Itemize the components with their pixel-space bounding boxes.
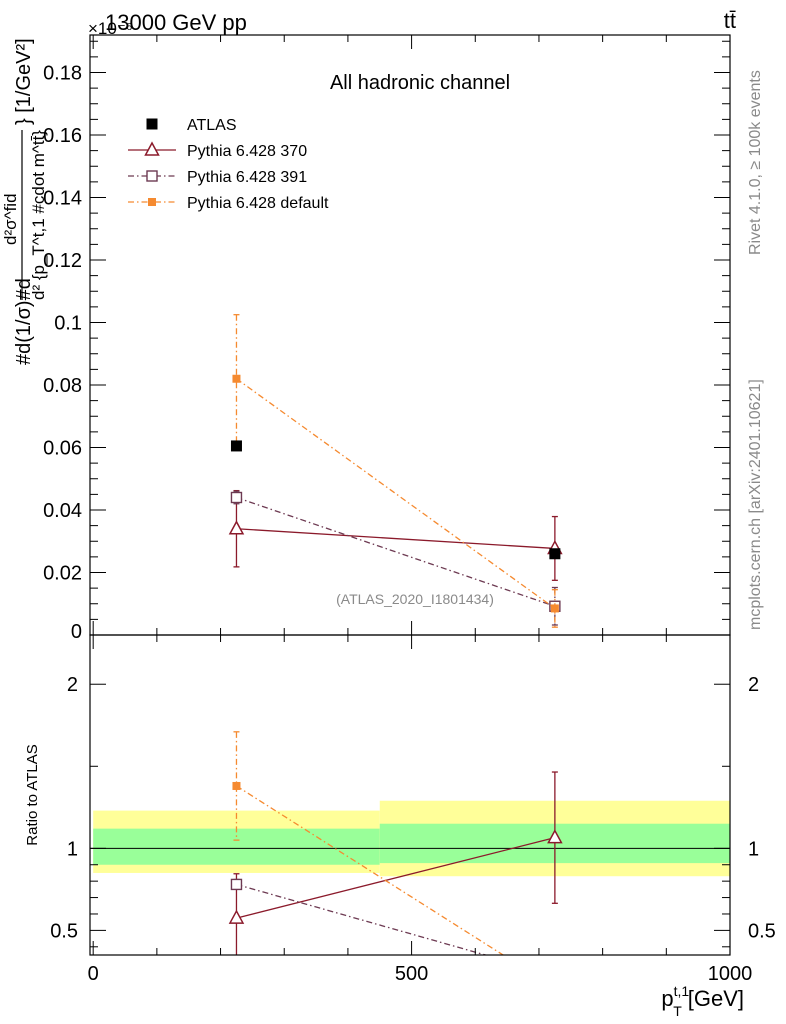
y-axis-title-denominator: d² {p_T^t,1 #cdot m^tt̄} — [29, 130, 48, 300]
ratio-line-pythia-6-428-391 — [236, 883, 488, 955]
y-axis-title-suffix: } [1/GeV²] — [13, 38, 35, 125]
legend-marker-pythia-6-428-default — [148, 198, 156, 206]
legend-label-pythia-6-428-default: Pythia 6.428 default — [187, 195, 329, 212]
y-tick-label-1: 0.04 — [43, 500, 82, 522]
y-axis-title-numerator: d²σ^fid — [1, 193, 20, 245]
y-tick-label-6: 0.14 — [43, 188, 82, 210]
analysis-watermark: (ATLAS_2020_I1801434) — [336, 591, 494, 607]
legend-marker-atlas — [146, 118, 158, 130]
line-pythia-6-428-370 — [236, 528, 555, 550]
legend-label-atlas: ATLAS — [187, 117, 237, 134]
point-pythia-6-428-391-0 — [230, 491, 243, 504]
y-tick-label-2: 0.06 — [43, 438, 82, 460]
chart-title: All hadronic channel — [330, 72, 510, 94]
legend-label-pythia-6-428-391: Pythia 6.428 391 — [187, 169, 307, 186]
ratio-point-pythia-6-428-391-0 — [230, 878, 243, 891]
y-tick-label-0: 0.02 — [43, 563, 82, 585]
ratio-tick-label-right-0: 0.5 — [748, 920, 776, 942]
ratio-tick-label-left-1: 1 — [67, 838, 78, 860]
y-axis-title: #d(1/σ)#d d²σ^fid d² {p_T^t,1 #cdot m^tt… — [1, 38, 48, 365]
y-tick-label-zero: 0 — [71, 621, 82, 643]
point-atlas-1 — [549, 548, 561, 560]
legend-marker-pythia-6-428-391 — [146, 170, 158, 182]
ratio-point-pythia-6-428-370-0 — [228, 909, 245, 924]
x-tick-label-2: 1000 — [708, 963, 753, 985]
ratio-band-inner-0 — [93, 828, 380, 865]
x-axis-title: pt,1 T [GeV] — [661, 983, 744, 1019]
legend-label-pythia-6-428-370: Pythia 6.428 370 — [187, 143, 307, 160]
ratio-point-pythia-6-428-370-1 — [547, 829, 563, 844]
ratio-tick-label-right-1: 1 — [748, 838, 759, 860]
process-label: tt̄ — [724, 8, 736, 33]
y-tick-label-4: 0.1 — [54, 313, 82, 335]
legend-marker-pythia-6-428-370 — [144, 141, 160, 156]
energy-label: 13000 GeV pp — [105, 10, 247, 35]
ratio-line-pythia-6-428-370 — [236, 837, 556, 919]
ratio-tick-label-left-0: 0.5 — [50, 920, 78, 942]
point-pythia-6-428-default-1 — [550, 604, 559, 613]
y-exponent-label: ×10⁻⁶ — [88, 19, 133, 38]
y-tick-label-5: 0.12 — [43, 250, 82, 272]
mcplots-label: mcplots.cern.ch [arXiv:2401.10621] — [747, 379, 764, 630]
y-axis-title-prefix: #d(1/σ)#d — [13, 278, 35, 365]
y-tick-label-8: 0.18 — [43, 63, 82, 85]
point-atlas-0 — [230, 440, 242, 452]
y-tick-label-3: 0.08 — [43, 375, 82, 397]
ratio-line-pythia-6-428-default — [236, 785, 505, 955]
ratio-point-pythia-6-428-default-0 — [232, 781, 241, 790]
ratio-axis-title: Ratio to ATLAS — [24, 744, 41, 845]
line-pythia-6-428-391 — [236, 496, 556, 607]
x-tick-label-1: 500 — [395, 963, 428, 985]
ratio-tick-label-right-2: 2 — [748, 674, 759, 696]
ratio-panel-frame — [89, 634, 731, 956]
y-tick-label-7: 0.16 — [43, 125, 82, 147]
x-tick-label-0: 0 — [88, 963, 99, 985]
main-series-group — [228, 314, 563, 628]
line-pythia-6-428-default — [236, 378, 556, 609]
rivet-version-label: Rivet 4.1.0, ≥ 100k events — [747, 70, 764, 255]
point-pythia-6-428-370-0 — [228, 520, 245, 535]
main-panel-frame — [89, 34, 731, 636]
ratio-series-group — [228, 731, 563, 955]
point-pythia-6-428-default-0 — [232, 374, 241, 383]
ratio-tick-label-left-2: 2 — [67, 674, 78, 696]
